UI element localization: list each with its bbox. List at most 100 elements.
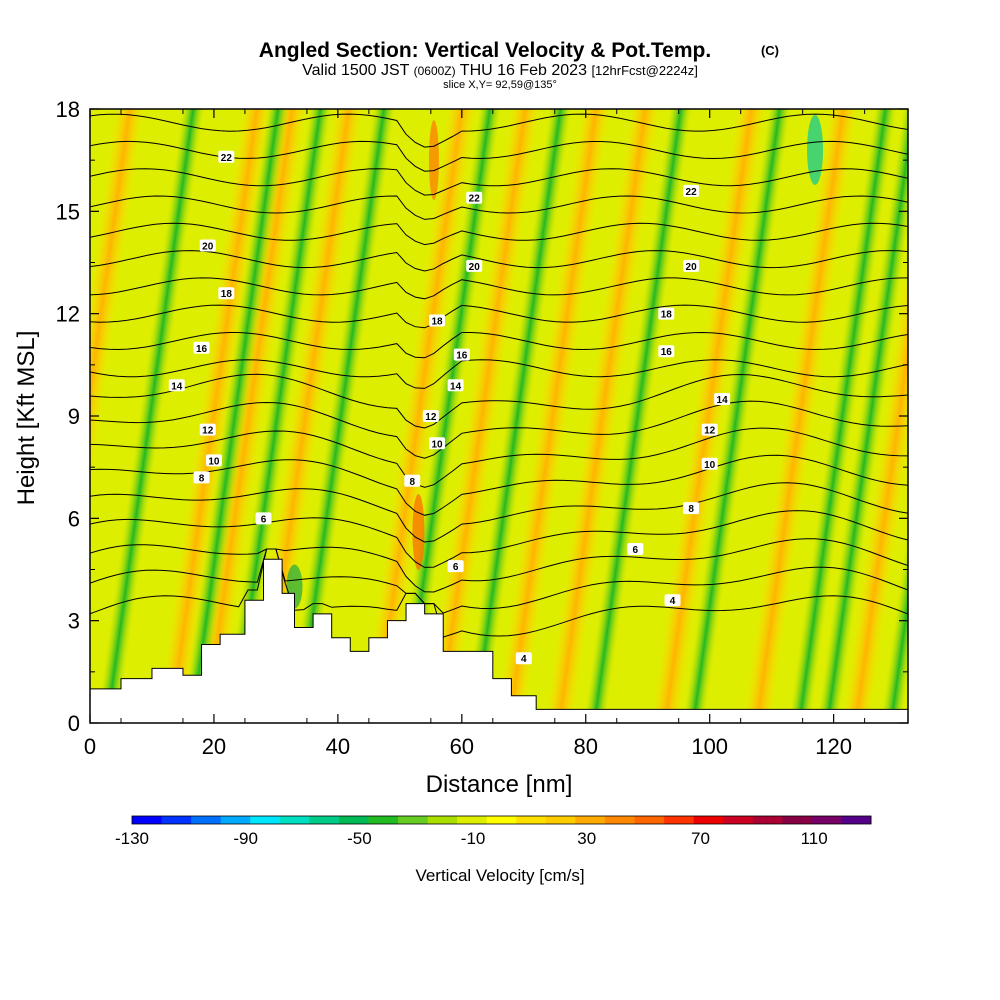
isotherm-label: 6	[627, 543, 644, 556]
title-block: Angled Section: Vertical Velocity & Pot.…	[259, 39, 779, 91]
isotherm-label: 16	[453, 348, 470, 362]
isotherm-label: 18	[218, 287, 235, 300]
chart-title: Angled Section: Vertical Velocity & Pot.…	[259, 39, 711, 62]
y-axis-label: Height [Kft MSL]	[13, 331, 40, 506]
svg-text:18: 18	[431, 316, 443, 327]
svg-text:14: 14	[450, 381, 462, 392]
svg-text:6: 6	[261, 514, 267, 525]
isotherm-label: 14	[447, 379, 464, 392]
svg-text:16: 16	[661, 347, 673, 358]
isotherm-label: 12	[199, 423, 216, 437]
updraft-core	[412, 493, 425, 570]
isotherm-label: 20	[199, 239, 216, 252]
colorbar-tick-label: -10	[461, 829, 486, 848]
updraft-band-10	[840, 109, 908, 723]
isotherm-label: 16	[658, 345, 675, 358]
y-axis: 0 3 6 9 12 15 18	[56, 97, 908, 736]
colorbar-tick-label: -90	[233, 829, 258, 848]
isotherm-label: 12	[701, 423, 718, 437]
isotherm-label: 8	[404, 474, 421, 488]
colorbar-swatch	[545, 816, 576, 824]
y-tick-label: 18	[56, 97, 80, 122]
downdraft-band-2	[223, 109, 332, 723]
isotherm-line	[90, 454, 908, 516]
isotherm-line	[90, 548, 908, 638]
colorbar-swatch	[782, 816, 813, 824]
updraft-band-4	[360, 109, 477, 723]
copyright-mark: (C)	[761, 43, 779, 58]
isotherm-label: 4	[515, 652, 532, 665]
x-tick-label: 120	[815, 734, 852, 759]
colorbar-swatch	[664, 816, 695, 824]
x-axis: 0 20 40 60 80 100 120	[84, 109, 866, 759]
colorbar: -130 -90 -50 -10 30 70 110	[115, 815, 872, 848]
valid-time-line: Valid 1500 JST (0600Z) THU 16 Feb 2023 […	[302, 62, 698, 79]
colorbar-label: Vertical Velocity [cm/s]	[415, 866, 584, 885]
isotherm-line	[90, 548, 908, 614]
svg-text:12: 12	[202, 426, 214, 437]
svg-text:10: 10	[704, 460, 716, 471]
colorbar-tick-label: 110	[801, 829, 828, 848]
updraft-band-9	[741, 109, 859, 723]
x-axis-label: Distance [nm]	[426, 771, 573, 798]
svg-text:6: 6	[453, 562, 459, 573]
isotherm-line	[90, 373, 908, 429]
x-tick-label: 0	[84, 734, 96, 759]
isotherm-label: 22	[683, 184, 700, 198]
downdraft-band-8	[788, 109, 897, 723]
isotherm-contours	[90, 113, 908, 638]
y-tick-label: 15	[56, 199, 80, 224]
downdraft-band-0	[95, 109, 205, 723]
svg-text:18: 18	[661, 310, 673, 321]
updraft-band-8	[650, 109, 767, 723]
colorbar-frame	[131, 815, 872, 825]
isotherm-line	[90, 482, 908, 543]
isotherm-line	[90, 510, 908, 568]
svg-text:12: 12	[704, 426, 716, 437]
svg-text:16: 16	[196, 344, 208, 355]
isotherm-label: 8	[683, 502, 700, 515]
isotherm-label: 14	[168, 379, 185, 392]
y-tick-label: 12	[56, 302, 80, 327]
colorbar-swatch	[161, 816, 192, 824]
utc-time: (0600Z)	[414, 64, 456, 78]
colorbar-swatch	[841, 816, 872, 824]
isotherm-label: 18	[658, 307, 675, 321]
svg-text:20: 20	[469, 262, 481, 273]
x-tick-label: 60	[450, 734, 474, 759]
isotherm-label: 14	[714, 392, 731, 406]
isotherm-label: 10	[429, 437, 446, 450]
colorbar-swatch	[368, 816, 399, 824]
isotherm-line	[90, 427, 908, 488]
x-tick-label: 100	[691, 734, 728, 759]
isotherm-line	[90, 400, 908, 459]
updraft-band-1	[155, 109, 272, 723]
downdraft-band-3	[286, 109, 395, 723]
y-tick-label: 9	[68, 404, 80, 429]
downdraft-band-7	[682, 109, 791, 723]
colorbar-swatch	[250, 816, 281, 824]
valid-time: Valid 1500 JST	[302, 62, 410, 79]
isotherm-line	[90, 195, 908, 220]
colorbar-swatch	[279, 816, 310, 824]
y-tick-label: 3	[68, 609, 80, 634]
isotherm-label: 20	[466, 259, 483, 273]
isotherm-label: 8	[193, 471, 210, 484]
svg-text:16: 16	[456, 351, 468, 362]
svg-text:14: 14	[171, 381, 183, 392]
isotherm-labels: 22 22 22 20 20 20 18 18 18 16 16 16 14 14 14 12 12 12 10 10…	[168, 150, 731, 665]
isotherm-line	[90, 113, 908, 148]
isotherm-label: 22	[466, 191, 483, 205]
x-tick-label: 40	[326, 734, 350, 759]
valid-date: THU 16 Feb 2023	[460, 62, 587, 79]
isotherm-line	[90, 331, 908, 359]
isotherm-label: 4	[664, 594, 681, 607]
x-tick-label: 20	[202, 734, 226, 759]
colorbar-swatch	[132, 816, 163, 824]
updraft-band-7	[544, 109, 661, 723]
colorbar-tick-label: -50	[347, 829, 372, 848]
downdraft-band-5	[463, 109, 572, 723]
svg-text:20: 20	[202, 241, 214, 252]
isotherm-label: 18	[429, 314, 446, 327]
